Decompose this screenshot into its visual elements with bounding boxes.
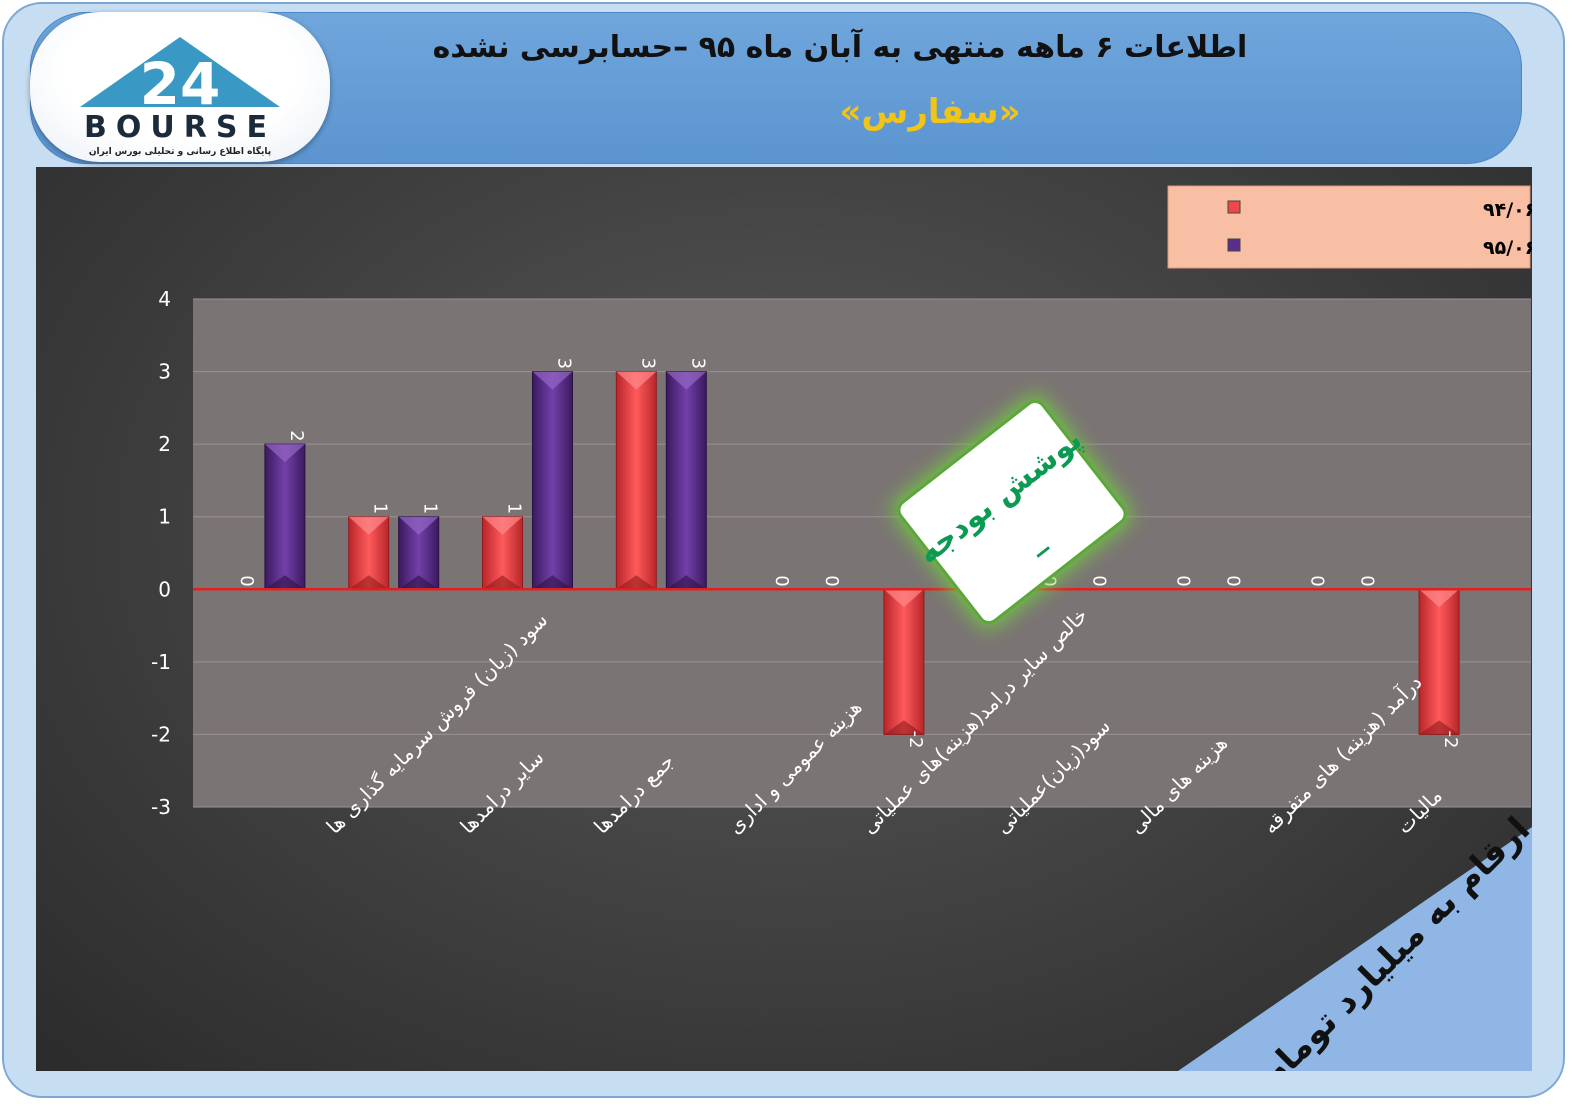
bar-cap [616,371,657,390]
bar-base [616,575,657,590]
data-label: 3 [687,358,708,369]
logo-word: BOURSE [84,110,276,145]
data-label: 0 [1089,575,1110,586]
bar-base [264,575,305,590]
bar-base [532,575,573,590]
data-label: 3 [637,358,658,369]
y-tick-label: -2 [151,722,171,746]
y-tick-label: 3 [158,360,171,384]
data-label: 1 [370,503,391,514]
bar-base [883,720,924,735]
data-label: -2 [905,730,926,748]
logo-mark-text: 24 [140,50,221,118]
company-name: «سفارس» [839,92,1021,132]
page-title: اطلاعات ۶ ماهه منتهی به آبان ماه ۹۵ –حسا… [432,30,1248,65]
data-label: 2 [286,430,307,441]
y-tick-label: 1 [158,505,171,529]
data-label: 1 [420,503,441,514]
data-label: 0 [1223,575,1244,586]
bar-cap [348,516,389,535]
bar [883,588,925,735]
logo: 24 BOURSE پایگاه اطلاع رسانی و تحلیلی بو… [30,12,330,162]
bar-cap [398,516,439,535]
bar-base [666,575,707,590]
bar [665,371,707,590]
data-label: 3 [554,358,575,369]
data-label: 0 [236,575,257,586]
data-label: 0 [1173,575,1194,586]
bar-cap [482,516,523,535]
legend-swatch [1227,238,1241,252]
legend-label: ۶ ماهه منتهی به ۹۴/۰۶/۳۱ [1483,199,1532,221]
legend-box [1167,185,1531,269]
bar-base [398,575,439,590]
bar [1418,588,1460,735]
bar [264,443,306,590]
y-tick-label: 0 [158,577,171,601]
bar-cap [1419,589,1460,608]
logo-caption: پایگاه اطلاع رسانی و تحلیلی بورس ایران [88,147,272,157]
legend: ۶ ماهه منتهی به ۹۴/۰۶/۳۱ ۶ ماهه منتهی به … [1167,185,1532,269]
bar-cap [883,589,924,608]
y-tick-label: 2 [158,432,171,456]
bar-cap [532,371,573,390]
unit-note-ribbon [1178,827,1532,1071]
data-label: -2 [1440,730,1461,748]
y-tick-label: -3 [151,795,171,819]
legend-label: ۶ ماهه منتهی به ۹۵/۰۶/۳۱ [1483,237,1532,259]
budget-badge-card [897,400,1127,624]
budget-badge: پوشش بودجه_ [892,395,1132,629]
bar-base [482,575,523,590]
data-label: 0 [771,575,792,586]
data-label: 0 [821,575,842,586]
legend-swatch [1227,200,1241,214]
data-label: 0 [1306,575,1327,586]
bar [615,371,657,590]
bar-cap [666,371,707,390]
logo-mark-icon: 24 [80,37,280,118]
bar-base [348,575,389,590]
bar [532,371,573,590]
plot-background [193,299,1531,807]
y-tick-label: 4 [158,287,171,311]
bar-cap [264,444,305,463]
bar-base [1419,720,1460,735]
y-tick-label: -1 [151,650,171,674]
data-label: 0 [1356,575,1377,586]
data-label: 1 [504,503,525,514]
